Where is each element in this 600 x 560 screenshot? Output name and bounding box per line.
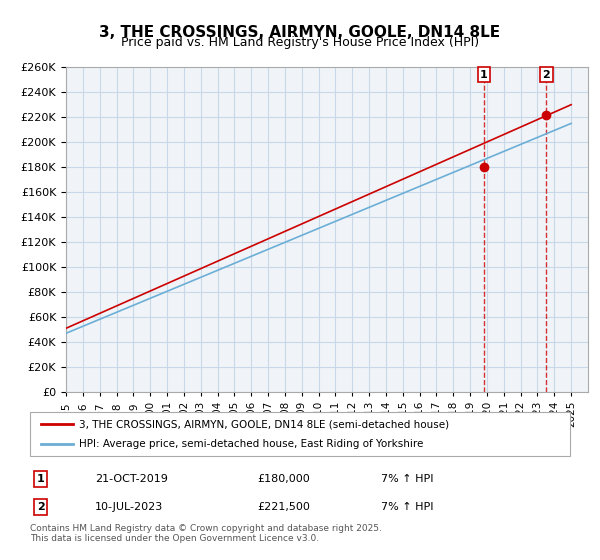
Text: £180,000: £180,000 (257, 474, 310, 484)
Text: 10-JUL-2023: 10-JUL-2023 (95, 502, 163, 512)
Text: 21-OCT-2019: 21-OCT-2019 (95, 474, 167, 484)
Text: 1: 1 (37, 474, 44, 484)
Text: 7% ↑ HPI: 7% ↑ HPI (381, 474, 433, 484)
Text: HPI: Average price, semi-detached house, East Riding of Yorkshire: HPI: Average price, semi-detached house,… (79, 439, 423, 449)
Text: Price paid vs. HM Land Registry's House Price Index (HPI): Price paid vs. HM Land Registry's House … (121, 36, 479, 49)
Text: Contains HM Land Registry data © Crown copyright and database right 2025.
This d: Contains HM Land Registry data © Crown c… (30, 524, 382, 543)
Text: 3, THE CROSSINGS, AIRMYN, GOOLE, DN14 8LE (semi-detached house): 3, THE CROSSINGS, AIRMYN, GOOLE, DN14 8L… (79, 419, 449, 429)
Text: 3, THE CROSSINGS, AIRMYN, GOOLE, DN14 8LE: 3, THE CROSSINGS, AIRMYN, GOOLE, DN14 8L… (100, 25, 500, 40)
Text: 1: 1 (480, 69, 487, 80)
Text: 2: 2 (37, 502, 44, 512)
FancyBboxPatch shape (30, 412, 570, 456)
Text: 2: 2 (542, 69, 550, 80)
Text: 7% ↑ HPI: 7% ↑ HPI (381, 502, 433, 512)
Text: £221,500: £221,500 (257, 502, 310, 512)
